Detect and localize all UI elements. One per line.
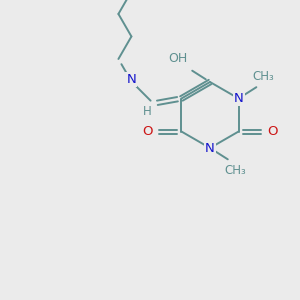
Text: N: N	[205, 142, 215, 154]
Text: CH₃: CH₃	[224, 164, 246, 176]
Text: O: O	[142, 125, 153, 138]
Text: N: N	[234, 92, 244, 105]
Text: OH: OH	[168, 52, 188, 65]
Text: CH₃: CH₃	[253, 70, 274, 83]
Text: H: H	[143, 105, 152, 118]
Text: O: O	[267, 125, 278, 138]
Text: N: N	[127, 73, 136, 86]
